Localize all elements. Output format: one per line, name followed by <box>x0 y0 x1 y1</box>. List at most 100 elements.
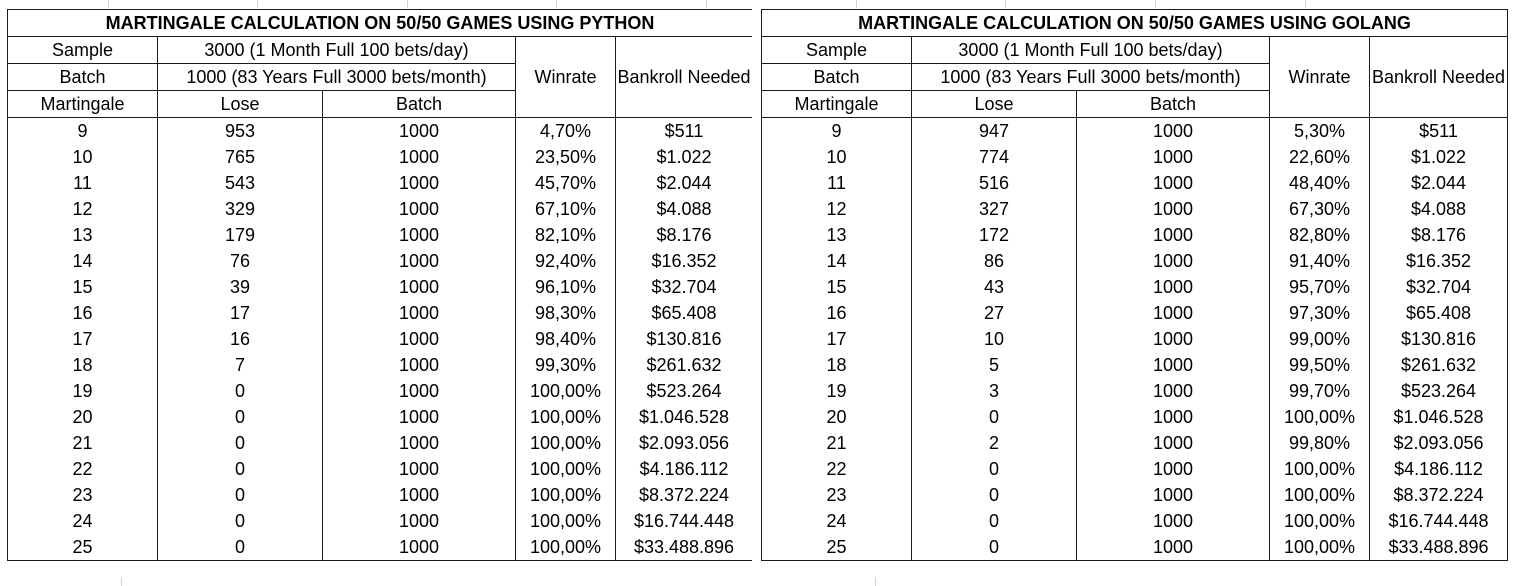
batch-cell: 1000 <box>322 378 516 404</box>
martingale-cell: 11 <box>7 170 158 196</box>
table-row: 23 0 1000 100,00% $8.372.224 <box>7 482 754 508</box>
winrate-cell: 95,70% <box>1269 274 1370 300</box>
bankroll-cell: $33.488.896 <box>614 534 754 561</box>
martingale-cell: 21 <box>761 430 912 456</box>
sample-value: 3000 (1 Month Full 100 bets/day) <box>911 36 1270 64</box>
batch-cell: 1000 <box>1076 300 1270 326</box>
table-row: 24 0 1000 100,00% $16.744.448 <box>761 508 1509 534</box>
martingale-cell: 15 <box>7 274 158 300</box>
batch-cell: 1000 <box>322 300 516 326</box>
lose-cell: 0 <box>157 482 323 508</box>
martingale-cell: 11 <box>761 170 912 196</box>
martingale-cell: 10 <box>761 144 912 170</box>
winrate-cell: 100,00% <box>1269 456 1370 482</box>
bankroll-cell: $2.093.056 <box>1368 430 1509 456</box>
lose-cell: 179 <box>157 222 323 248</box>
winrate-cell: 67,30% <box>1269 196 1370 222</box>
batch-cell: 1000 <box>1076 482 1270 508</box>
bankroll-cell: $4.088 <box>614 196 754 222</box>
bankroll-cell: $511 <box>614 117 754 144</box>
batch-cell: 1000 <box>322 534 516 561</box>
batch-cell: 1000 <box>322 196 516 222</box>
table-row: 24 0 1000 100,00% $16.744.448 <box>7 508 754 534</box>
batch-cell: 1000 <box>322 326 516 352</box>
batch-cell: 1000 <box>322 352 516 378</box>
batch-cell: 1000 <box>1076 378 1270 404</box>
martingale-cell: 17 <box>7 326 158 352</box>
bankroll-cell: $16.352 <box>1368 248 1509 274</box>
martingale-cell: 9 <box>761 117 912 144</box>
table-row: 20 0 1000 100,00% $1.046.528 <box>7 404 754 430</box>
bankroll-cell: $8.176 <box>614 222 754 248</box>
batch-cell: 1000 <box>322 482 516 508</box>
bankroll-cell: $4.186.112 <box>614 456 754 482</box>
table-title: MARTINGALE CALCULATION ON 50/50 GAMES US… <box>760 9 1509 37</box>
table-row: 9 947 1000 5,30% $511 <box>761 117 1509 144</box>
batch-cell: 1000 <box>322 117 516 144</box>
bankroll-cell: $8.372.224 <box>1368 482 1509 508</box>
winrate-cell: 99,30% <box>515 352 616 378</box>
lose-cell: 0 <box>157 508 323 534</box>
bankroll-cell: $261.632 <box>1368 352 1509 378</box>
table-row: 22 0 1000 100,00% $4.186.112 <box>761 456 1509 482</box>
batch-cell: 1000 <box>1076 196 1270 222</box>
bankroll-header: Bankroll Needed <box>614 36 754 118</box>
winrate-cell: 100,00% <box>515 404 616 430</box>
martingale-cell: 18 <box>761 352 912 378</box>
lose-cell: 774 <box>911 144 1077 170</box>
lose-cell: 5 <box>911 352 1077 378</box>
winrate-cell: 23,50% <box>515 144 616 170</box>
table-row: 25 0 1000 100,00% $33.488.896 <box>7 534 754 561</box>
bankroll-cell: $8.176 <box>1368 222 1509 248</box>
winrate-cell: 100,00% <box>1269 534 1370 561</box>
bankroll-cell: $261.632 <box>614 352 754 378</box>
table-row: 11 543 1000 45,70% $2.044 <box>7 170 754 196</box>
martingale-cell: 15 <box>761 274 912 300</box>
batch-cell: 1000 <box>1076 456 1270 482</box>
lose-cell: 329 <box>157 196 323 222</box>
batch-cell: 1000 <box>1076 430 1270 456</box>
lose-cell: 0 <box>911 534 1077 561</box>
bankroll-header: Bankroll Needed <box>1368 36 1509 118</box>
lose-cell: 0 <box>157 430 323 456</box>
winrate-cell: 22,60% <box>1269 144 1370 170</box>
batch-cell: 1000 <box>322 274 516 300</box>
bankroll-cell: $33.488.896 <box>1368 534 1509 561</box>
martingale-table-golang: MARTINGALE CALCULATION ON 50/50 GAMES US… <box>760 9 1509 561</box>
batch-cell: 1000 <box>322 456 516 482</box>
martingale-cell: 25 <box>7 534 158 561</box>
winrate-cell: 99,70% <box>1269 378 1370 404</box>
martingale-cell: 23 <box>7 482 158 508</box>
batch-cell: 1000 <box>322 144 516 170</box>
bankroll-cell: $1.046.528 <box>1368 404 1509 430</box>
winrate-cell: 97,30% <box>1269 300 1370 326</box>
martingale-cell: 14 <box>7 248 158 274</box>
table-row: 19 3 1000 99,70% $523.264 <box>761 378 1509 404</box>
lose-cell: 17 <box>157 300 323 326</box>
batch-cell: 1000 <box>322 508 516 534</box>
winrate-cell: 100,00% <box>515 482 616 508</box>
lose-cell: 172 <box>911 222 1077 248</box>
table-title: MARTINGALE CALCULATION ON 50/50 GAMES US… <box>6 9 754 37</box>
batch-cell: 1000 <box>1076 144 1270 170</box>
lose-cell: 27 <box>911 300 1077 326</box>
table-row: 17 16 1000 98,40% $130.816 <box>7 326 754 352</box>
martingale-cell: 24 <box>7 508 158 534</box>
table-body: 9 953 1000 4,70% $511 10 765 1000 23,50% $1.022 11… <box>7 117 754 561</box>
batch-header: Batch <box>1076 90 1270 118</box>
sample-label: Sample <box>761 36 912 64</box>
lose-cell: 0 <box>157 378 323 404</box>
winrate-cell: 5,30% <box>1269 117 1370 144</box>
batch-cell: 1000 <box>1076 534 1270 561</box>
martingale-cell: 19 <box>761 378 912 404</box>
bankroll-cell: $16.744.448 <box>1368 508 1509 534</box>
bankroll-cell: $1.022 <box>614 144 754 170</box>
martingale-cell: 17 <box>761 326 912 352</box>
lose-cell: 953 <box>157 117 323 144</box>
bankroll-cell: $2.044 <box>614 170 754 196</box>
martingale-header: Martingale <box>7 90 158 118</box>
batch-cell: 1000 <box>322 430 516 456</box>
lose-cell: 2 <box>911 430 1077 456</box>
table-row: 13 179 1000 82,10% $8.176 <box>7 222 754 248</box>
lose-cell: 765 <box>157 144 323 170</box>
